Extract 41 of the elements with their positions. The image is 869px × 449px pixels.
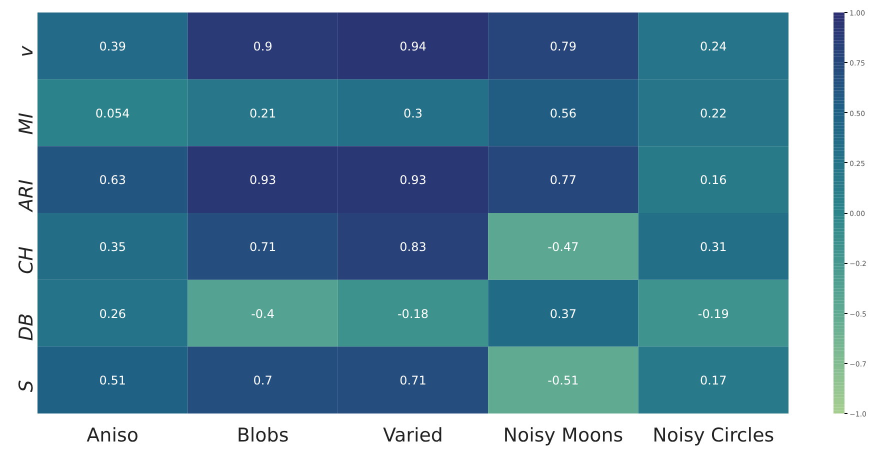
data-label: 0.9	[253, 39, 272, 54]
data-label: 0.21	[249, 106, 276, 120]
data-label: 0.24	[700, 39, 727, 54]
data-label: 0.16	[700, 173, 727, 188]
x-tick-label: Blobs	[236, 424, 289, 446]
data-label: 0.93	[400, 173, 426, 188]
x-tick-label: Noisy Moons	[503, 424, 624, 446]
data-label: -0.18	[397, 306, 429, 321]
data-label: -0.47	[548, 240, 579, 254]
data-label: 0.63	[99, 173, 126, 188]
data-label: 0.7	[253, 374, 272, 388]
x-tick-label: Aniso	[86, 424, 139, 446]
y-tick-label: S	[16, 380, 38, 392]
data-label: 0.79	[550, 39, 577, 54]
data-label: 0.51	[99, 374, 126, 388]
data-label: -0.51	[548, 374, 579, 388]
data-label: 0.39	[99, 39, 126, 54]
data-label: 0.94	[400, 39, 426, 54]
data-label: 0.56	[550, 106, 577, 120]
data-label: 0.22	[700, 106, 727, 120]
data-label: 0.71	[249, 240, 276, 254]
data-label: -0.19	[698, 306, 729, 321]
data-label: 0.3	[403, 106, 423, 120]
data-label: 0.37	[550, 306, 577, 321]
data-label: 0.93	[249, 173, 276, 188]
x-tick-label: Noisy Circles	[652, 424, 774, 446]
data-label: -0.4	[251, 306, 275, 321]
x-tick-label: Varied	[382, 424, 444, 446]
data-label: 0.17	[700, 374, 727, 388]
y-tick-label: MI	[16, 112, 38, 135]
y-tick-label: ARI	[16, 179, 38, 214]
data-label: 0.71	[400, 374, 426, 388]
data-label: 0.31	[700, 240, 727, 254]
y-tick-label: v	[16, 45, 38, 58]
y-tick-label: DB	[16, 313, 38, 341]
y-tick-label: CH	[16, 246, 38, 274]
data-label: 0.77	[550, 173, 577, 188]
data-label: 0.054	[95, 106, 130, 120]
data-label: 0.26	[99, 306, 126, 321]
data-label: 0.35	[99, 240, 126, 254]
data-label: 0.83	[400, 240, 426, 254]
